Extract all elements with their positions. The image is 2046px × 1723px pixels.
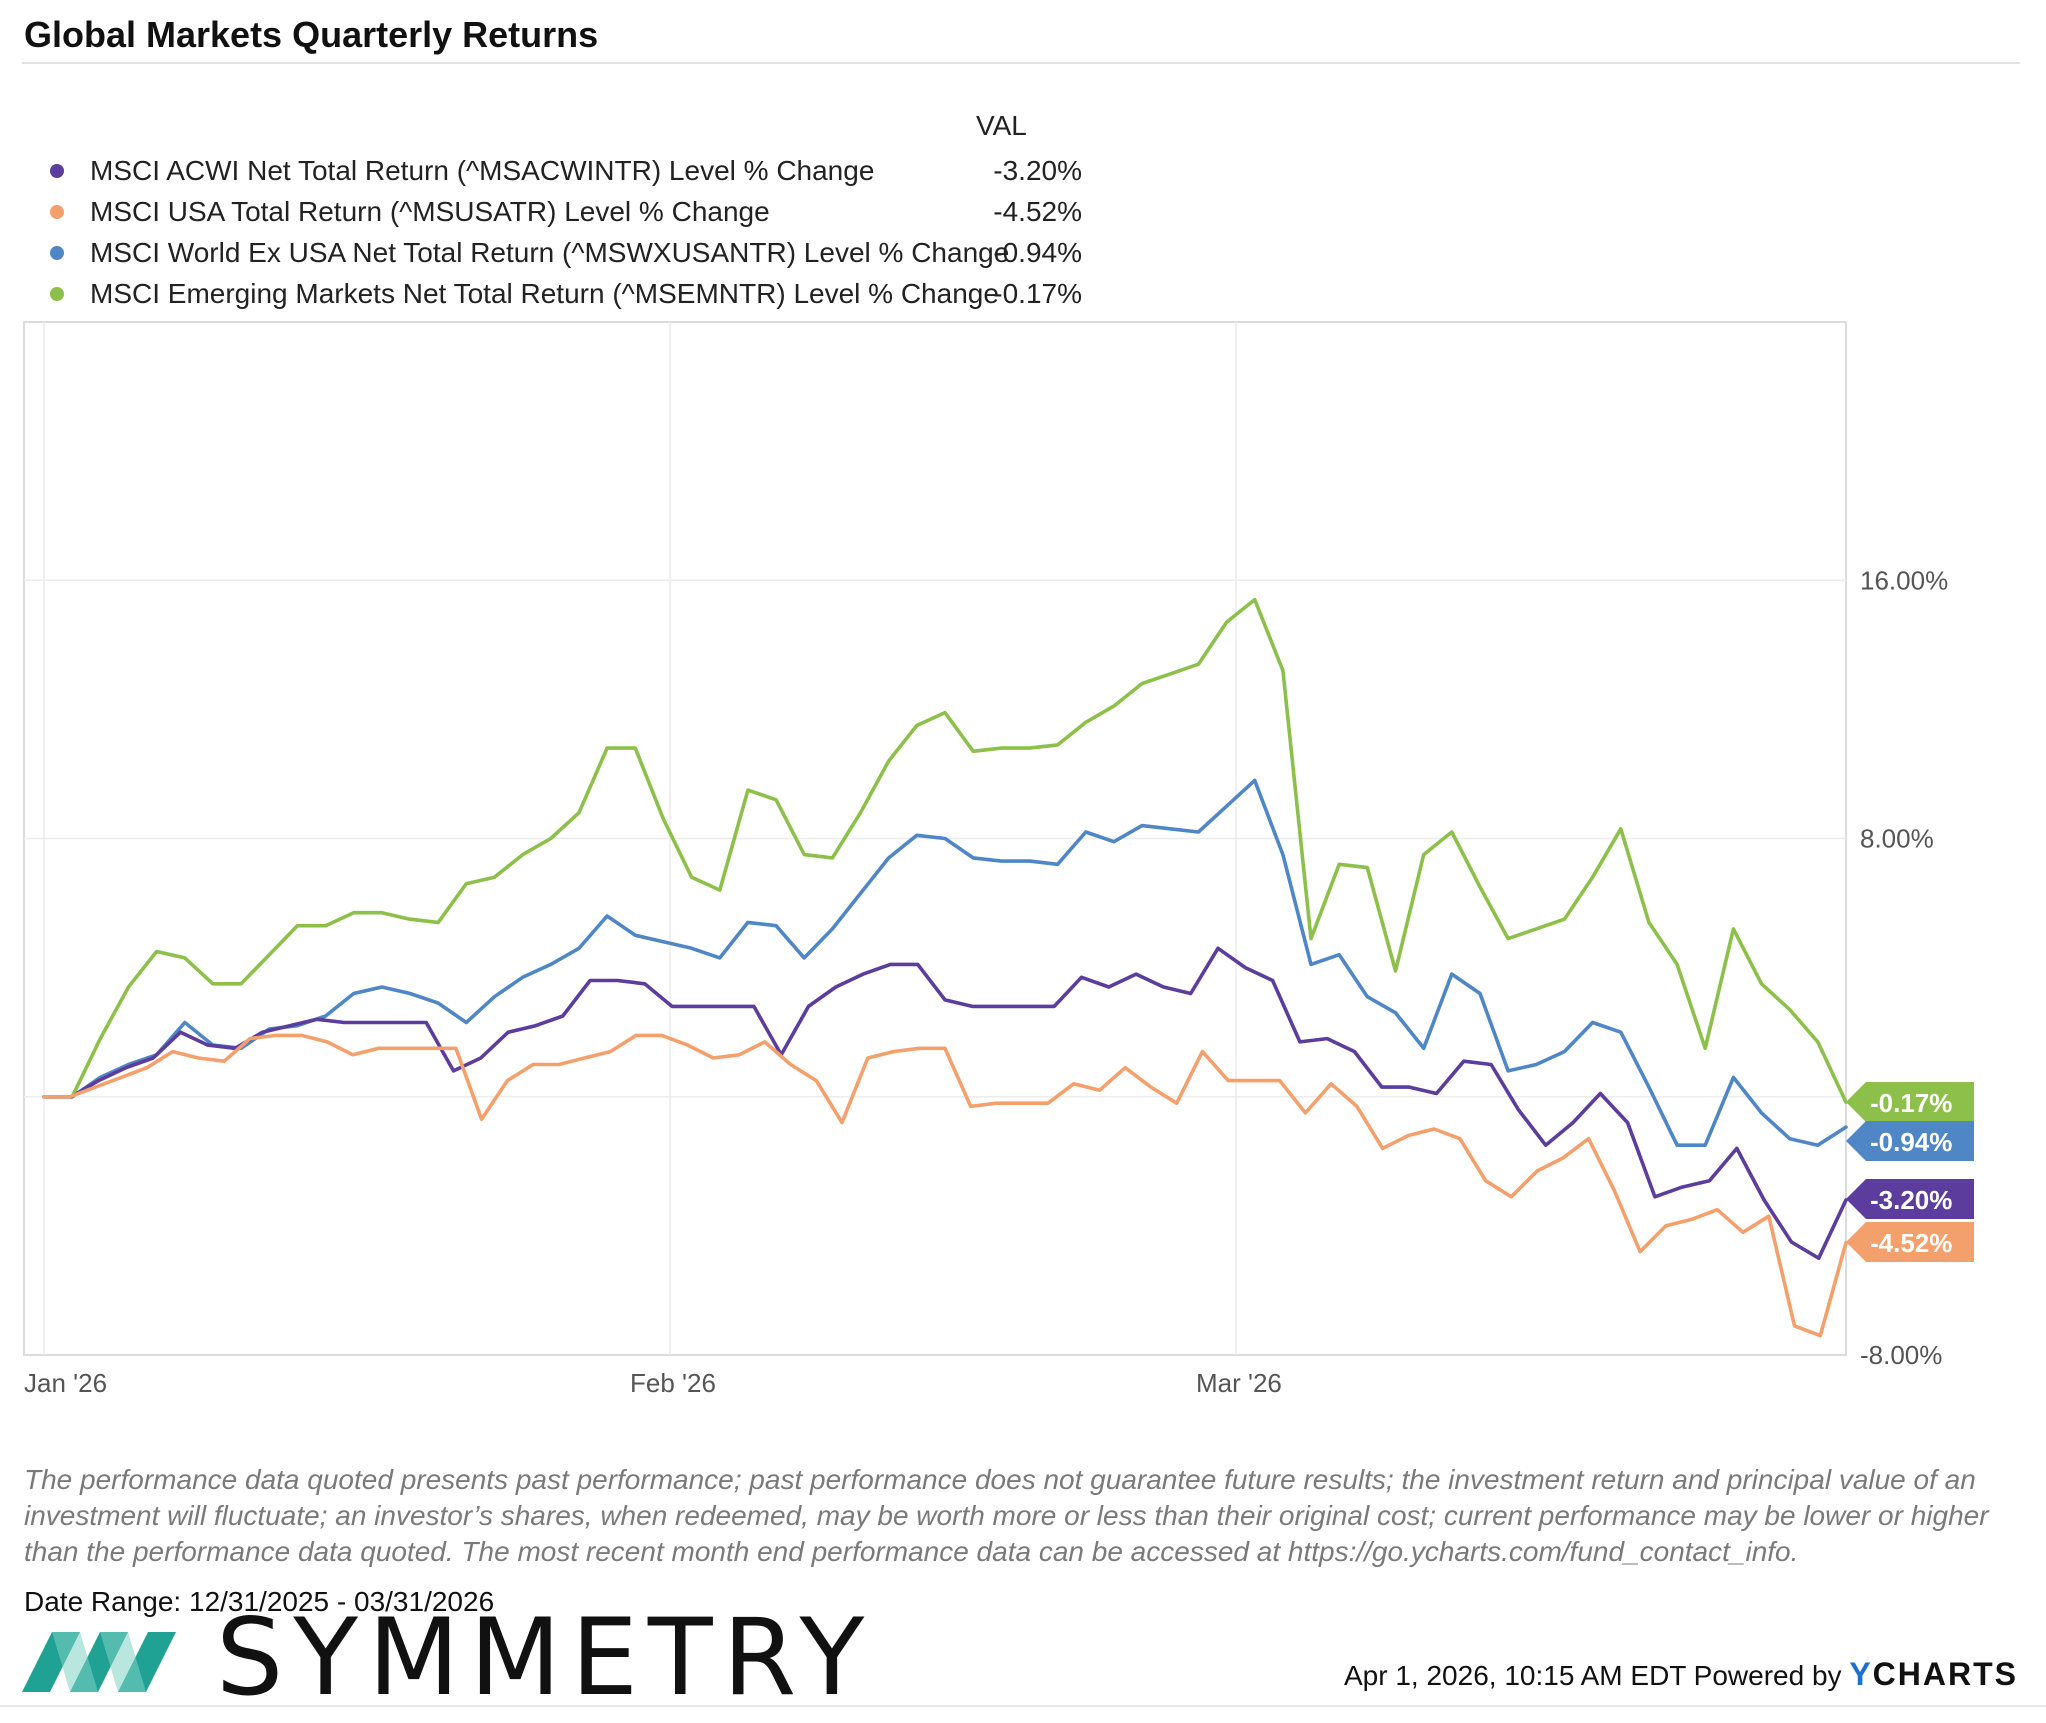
legend-item-acwi[interactable]: MSCI ACWI Net Total Return (^MSACWINTR) … (50, 150, 1082, 191)
title-divider (22, 62, 2020, 64)
end-value-tag-usa: -4.52% (1846, 1222, 1974, 1262)
disclaimer-text: The performance data quoted presents pas… (24, 1464, 1989, 1567)
legend-value: -0.17% (993, 277, 1082, 309)
legend-item-em[interactable]: MSCI Emerging Markets Net Total Return (… (50, 273, 1082, 314)
end-value-label: -0.94% (1870, 1127, 1952, 1157)
end-value-tag-bg (1846, 1082, 1974, 1122)
end-value-label: -4.52% (1870, 1228, 1952, 1258)
series-line-usa (42, 1033, 1848, 1338)
footer-timestamp: Apr 1, 2026, 10:15 AM EDT Powered by YCH… (1344, 1656, 2018, 1693)
symmetry-logo-icon (22, 1632, 176, 1692)
legend-dot-em (50, 286, 64, 301)
legend-value-header: VAL (976, 110, 1027, 141)
legend: MSCI ACWI Net Total Return (^MSACWINTR) … (50, 150, 1082, 314)
legend-dot-usa (50, 204, 64, 219)
legend-item-world-ex-usa[interactable]: MSCI World Ex USA Net Total Return (^MSW… (50, 232, 1082, 273)
x-tick-label: Feb '26 (630, 1368, 716, 1398)
x-tick-label: Mar '26 (1196, 1368, 1282, 1398)
end-value-tag-acwi: -3.20% (1846, 1179, 1974, 1219)
legend-label: MSCI Emerging Markets Net Total Return (… (90, 277, 999, 309)
y-tick-label: 8.00% (1860, 824, 1934, 854)
ycharts-y: Y (1849, 1656, 1873, 1692)
ycharts-brand[interactable]: YCHARTS (1849, 1656, 2018, 1692)
date-range: Date Range: 12/31/2025 - 03/31/2026 (24, 1586, 495, 1617)
legend-dot-acwi (50, 163, 64, 178)
series-line-world-ex-usa (42, 778, 1848, 1147)
end-value-label: -3.20% (1870, 1185, 1952, 1215)
y-tick-label: -8.00% (1860, 1340, 1942, 1370)
symmetry-wordmark: SYMMETRY (216, 1596, 875, 1719)
timestamp-text: Apr 1, 2026, 10:15 AM EDT Powered by (1344, 1660, 1842, 1691)
legend-dot-world-ex-usa (50, 245, 64, 260)
y-tick-label: 16.00% (1860, 565, 1948, 595)
series-line-acwi (42, 946, 1848, 1260)
series-line-em (42, 597, 1848, 1104)
legend-label: MSCI World Ex USA Net Total Return (^MSW… (90, 236, 1010, 268)
legend-label: MSCI ACWI Net Total Return (^MSACWINTR) … (90, 154, 875, 186)
legend-value: -3.20% (993, 154, 1082, 186)
x-tick-label: Jan '26 (24, 1368, 107, 1398)
legend-value: -4.52% (993, 195, 1082, 227)
legend-value: -0.94% (993, 236, 1082, 268)
legend-item-usa[interactable]: MSCI USA Total Return (^MSUSATR) Level %… (50, 191, 1082, 232)
end-value-tag-bg (1846, 1121, 1974, 1161)
ycharts-rest: CHARTS (1872, 1656, 2018, 1692)
end-value-label: -0.17% (1870, 1088, 1952, 1118)
end-value-tag-bg (1846, 1222, 1974, 1262)
footer-divider (0, 1705, 2046, 1707)
end-value-tag-bg (1846, 1179, 1974, 1219)
chart-title: Global Markets Quarterly Returns (24, 14, 599, 55)
legend-label: MSCI USA Total Return (^MSUSATR) Level %… (90, 195, 770, 227)
end-value-tag-em: -0.17% (1846, 1082, 1974, 1122)
end-value-tag-world-ex-usa: -0.94% (1846, 1121, 1974, 1161)
